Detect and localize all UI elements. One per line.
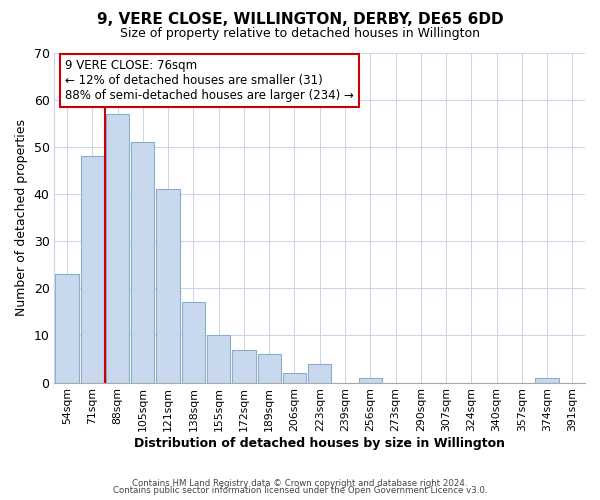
Bar xyxy=(257,354,281,382)
Bar xyxy=(157,189,180,382)
Text: Size of property relative to detached houses in Willington: Size of property relative to detached ho… xyxy=(120,28,480,40)
Bar xyxy=(80,156,104,382)
Bar xyxy=(232,350,256,382)
Bar xyxy=(207,336,230,382)
Bar xyxy=(535,378,559,382)
Text: Contains HM Land Registry data © Crown copyright and database right 2024.: Contains HM Land Registry data © Crown c… xyxy=(132,478,468,488)
Bar xyxy=(55,274,79,382)
Bar xyxy=(359,378,382,382)
Y-axis label: Number of detached properties: Number of detached properties xyxy=(15,119,28,316)
Text: 9, VERE CLOSE, WILLINGTON, DERBY, DE65 6DD: 9, VERE CLOSE, WILLINGTON, DERBY, DE65 6… xyxy=(97,12,503,28)
Bar xyxy=(182,302,205,382)
Text: 9 VERE CLOSE: 76sqm
← 12% of detached houses are smaller (31)
88% of semi-detach: 9 VERE CLOSE: 76sqm ← 12% of detached ho… xyxy=(65,59,354,102)
X-axis label: Distribution of detached houses by size in Willington: Distribution of detached houses by size … xyxy=(134,437,505,450)
Bar xyxy=(131,142,154,382)
Bar xyxy=(106,114,129,382)
Bar xyxy=(308,364,331,382)
Bar xyxy=(283,373,306,382)
Text: Contains public sector information licensed under the Open Government Licence v3: Contains public sector information licen… xyxy=(113,486,487,495)
